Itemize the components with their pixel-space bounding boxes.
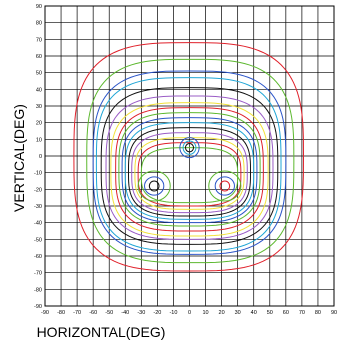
y-tick-label: 70 bbox=[36, 37, 42, 43]
contour-line bbox=[110, 102, 269, 237]
contour-line bbox=[124, 122, 255, 220]
x-tick-label: -20 bbox=[153, 310, 161, 316]
x-tick-label: -30 bbox=[137, 310, 145, 316]
y-tick-label: -20 bbox=[34, 187, 42, 193]
y-tick-label: -60 bbox=[34, 254, 42, 260]
contour-island bbox=[137, 170, 171, 202]
x-tick-label: -90 bbox=[41, 310, 49, 316]
tick-labels: -90 -80 -70 -60 -50 -40 -30 -20 -10 0 10 20 30 40 50 60… bbox=[34, 4, 337, 316]
x-tick-label: 10 bbox=[202, 310, 208, 316]
y-tick-label: 10 bbox=[36, 137, 42, 143]
x-tick-label: 60 bbox=[283, 310, 289, 316]
y-tick-label: -40 bbox=[34, 221, 42, 227]
x-tick-label: -10 bbox=[169, 310, 177, 316]
x-tick-label: 50 bbox=[267, 310, 273, 316]
x-tick-label: 90 bbox=[331, 310, 337, 316]
y-tick-label: -10 bbox=[34, 171, 42, 177]
y-tick-label: 20 bbox=[36, 121, 42, 127]
contour-island bbox=[208, 170, 242, 202]
contour-line bbox=[115, 107, 264, 232]
contour-island bbox=[182, 140, 197, 155]
x-tick-label: -60 bbox=[89, 310, 97, 316]
y-tick-label: 0 bbox=[39, 154, 42, 160]
contour-island bbox=[148, 180, 160, 192]
y-tick-label: -80 bbox=[34, 287, 42, 293]
contour-island bbox=[219, 180, 231, 192]
contour-line bbox=[86, 58, 295, 264]
contour-island bbox=[214, 176, 235, 196]
contour-line bbox=[95, 77, 282, 252]
contour-line bbox=[100, 87, 279, 245]
contour-island bbox=[184, 143, 195, 153]
contour-line bbox=[105, 95, 274, 240]
x-tick-label: -50 bbox=[105, 310, 113, 316]
y-tick-label: 40 bbox=[36, 87, 42, 93]
y-tick-label: -70 bbox=[34, 271, 42, 277]
y-tick-label: 50 bbox=[36, 71, 42, 77]
y-tick-label: -90 bbox=[34, 304, 42, 310]
x-tick-label: 80 bbox=[315, 310, 321, 316]
y-tick-label: 80 bbox=[36, 21, 42, 27]
x-tick-label: 0 bbox=[188, 310, 191, 316]
y-tick-label: 60 bbox=[36, 54, 42, 60]
y-axis-label: VERTICAL(DEG) bbox=[11, 104, 27, 212]
contour-line bbox=[92, 70, 287, 255]
x-tick-label: -80 bbox=[57, 310, 65, 316]
y-tick-label: 30 bbox=[36, 104, 42, 110]
contour-island bbox=[179, 137, 200, 159]
contour-line bbox=[134, 137, 245, 210]
y-tick-label: -30 bbox=[34, 204, 42, 210]
contour-line bbox=[118, 112, 261, 227]
x-tick-label: 30 bbox=[235, 310, 241, 316]
contour-line bbox=[73, 42, 304, 272]
x-tick-label: 40 bbox=[251, 310, 257, 316]
x-tick-label: 70 bbox=[299, 310, 305, 316]
x-axis-label: HORIZONTAL(DEG) bbox=[37, 324, 166, 340]
plot-frame bbox=[44, 5, 335, 307]
y-tick-label: -50 bbox=[34, 237, 42, 243]
x-tick-label: -40 bbox=[121, 310, 129, 316]
contour-line bbox=[137, 142, 242, 207]
contour-line bbox=[121, 117, 258, 224]
contour-island bbox=[144, 176, 165, 196]
contour-line bbox=[131, 132, 248, 214]
contour-lines bbox=[73, 42, 304, 272]
contour-line bbox=[127, 127, 252, 217]
x-tick-label: 20 bbox=[219, 310, 225, 316]
x-tick-label: -70 bbox=[73, 310, 81, 316]
y-tick-label: 90 bbox=[36, 4, 42, 10]
